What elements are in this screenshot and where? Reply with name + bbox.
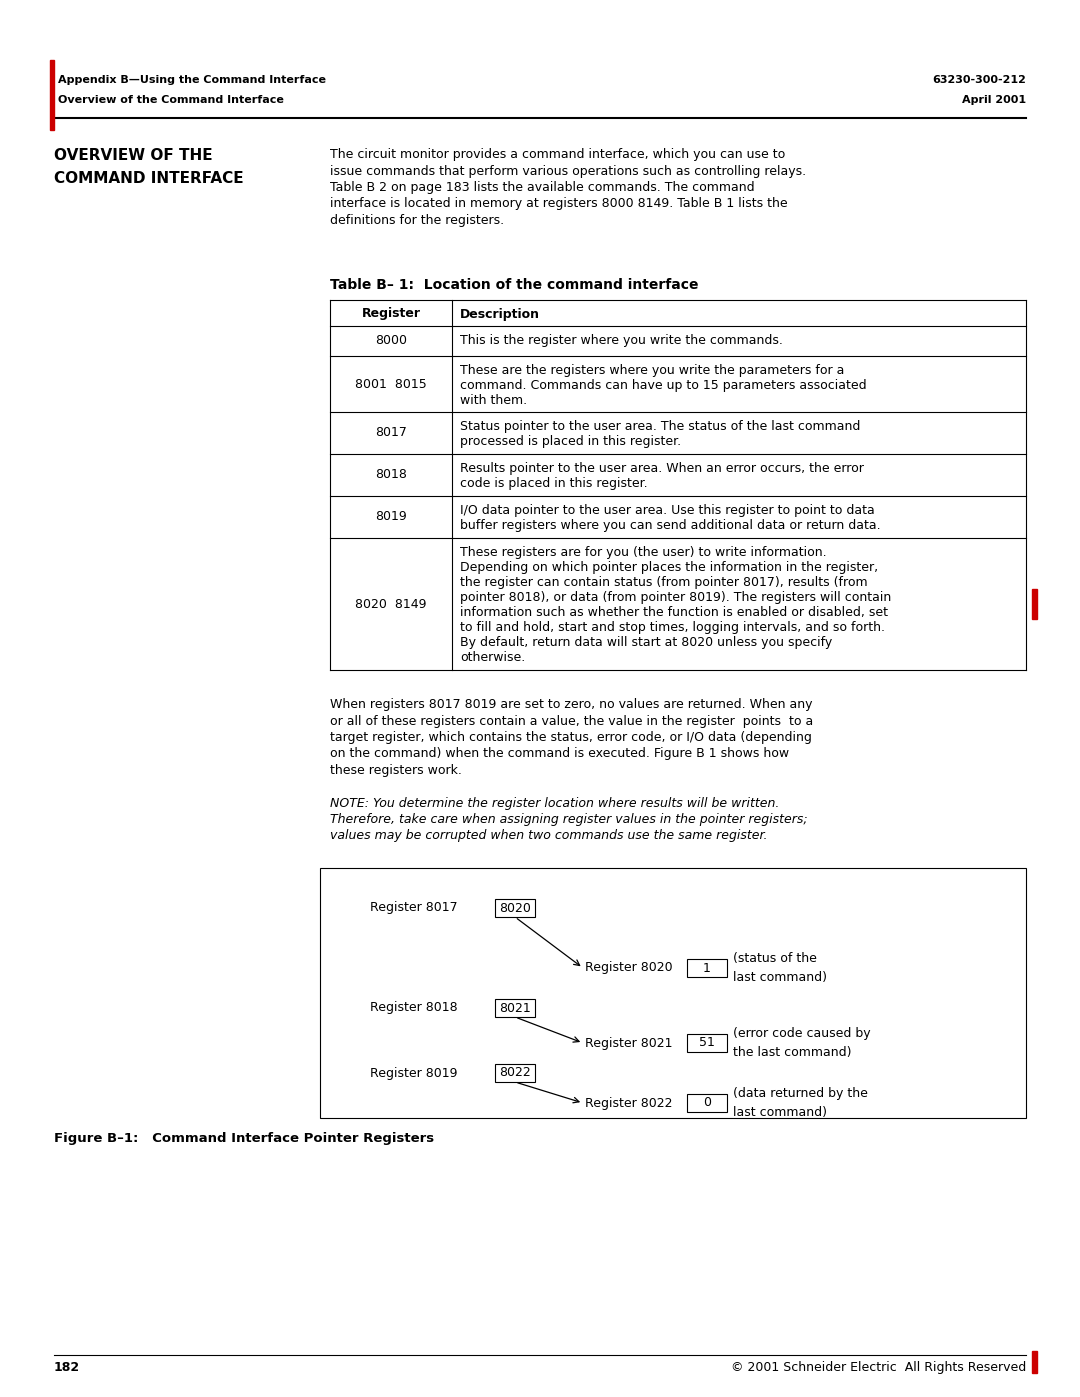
Text: information such as whether the function is enabled or disabled, set: information such as whether the function…: [460, 606, 888, 619]
Text: pointer 8018), or data (from pointer 8019). The registers will contain: pointer 8018), or data (from pointer 801…: [460, 591, 891, 604]
Text: or all of these registers contain a value, the value in the register  points  to: or all of these registers contain a valu…: [330, 714, 813, 728]
Bar: [495, 900, 535, 916]
Bar: [687, 1034, 727, 1052]
Bar: [1032, 590, 1037, 619]
Text: 8000: 8000: [375, 334, 407, 348]
Text: the last command): the last command): [733, 1046, 851, 1059]
Text: Register 8019: Register 8019: [370, 1066, 458, 1080]
Bar: [1032, 1351, 1037, 1373]
Text: Overview of the Command Interface: Overview of the Command Interface: [58, 95, 284, 105]
Text: 8022: 8022: [499, 1066, 531, 1080]
Text: Register: Register: [362, 306, 420, 320]
Text: © 2001 Schneider Electric  All Rights Reserved: © 2001 Schneider Electric All Rights Res…: [731, 1361, 1026, 1375]
Text: Status pointer to the user area. The status of the last command: Status pointer to the user area. The sta…: [460, 420, 860, 433]
Bar: [495, 999, 535, 1017]
Text: By default, return data will start at 8020 unless you specify: By default, return data will start at 80…: [460, 636, 832, 650]
Text: (error code caused by: (error code caused by: [733, 1027, 870, 1039]
Text: 8019: 8019: [375, 510, 407, 524]
Text: Therefore, take care when assigning register values in the pointer registers;: Therefore, take care when assigning regi…: [330, 813, 808, 826]
Text: code is placed in this register.: code is placed in this register.: [460, 476, 647, 490]
Text: The circuit monitor provides a command interface, which you can use to: The circuit monitor provides a command i…: [330, 148, 785, 161]
Text: interface is located in memory at registers 8000 8149. Table B 1 lists the: interface is located in memory at regist…: [330, 197, 787, 211]
Text: 8021: 8021: [499, 1002, 531, 1014]
Text: Register 8022: Register 8022: [585, 1097, 673, 1109]
Text: I/O data pointer to the user area. Use this register to point to data: I/O data pointer to the user area. Use t…: [460, 504, 875, 517]
Text: (status of the: (status of the: [733, 951, 816, 965]
Text: Table B– 1:  Location of the command interface: Table B– 1: Location of the command inte…: [330, 278, 699, 292]
Text: target register, which contains the status, error code, or I/O data (depending: target register, which contains the stat…: [330, 731, 812, 745]
Text: This is the register where you write the commands.: This is the register where you write the…: [460, 334, 783, 346]
Text: Figure B–1:   Command Interface Pointer Registers: Figure B–1: Command Interface Pointer Re…: [54, 1132, 434, 1146]
Text: issue commands that perform various operations such as controlling relays.: issue commands that perform various oper…: [330, 165, 806, 177]
Text: COMMAND INTERFACE: COMMAND INTERFACE: [54, 170, 244, 186]
Text: to fill and hold, start and stop times, logging intervals, and so forth.: to fill and hold, start and stop times, …: [460, 622, 885, 634]
Text: buffer registers where you can send additional data or return data.: buffer registers where you can send addi…: [460, 520, 880, 532]
Bar: [687, 958, 727, 977]
Text: Depending on which pointer places the information in the register,: Depending on which pointer places the in…: [460, 562, 878, 574]
Text: April 2001: April 2001: [962, 95, 1026, 105]
Text: Register 8018: Register 8018: [370, 1002, 458, 1014]
Text: the register can contain status (from pointer 8017), results (from: the register can contain status (from po…: [460, 576, 867, 590]
Text: Description: Description: [460, 307, 540, 321]
Text: 8001  8015: 8001 8015: [355, 377, 427, 391]
Bar: [687, 1094, 727, 1112]
Bar: [50, 60, 54, 130]
Bar: [320, 868, 1026, 1118]
Text: These are the registers where you write the parameters for a: These are the registers where you write …: [460, 365, 845, 377]
Text: 0: 0: [703, 1097, 711, 1109]
Text: 8017: 8017: [375, 426, 407, 440]
Text: 63230-300-212: 63230-300-212: [932, 75, 1026, 85]
Text: last command): last command): [733, 1106, 827, 1119]
Text: last command): last command): [733, 971, 827, 983]
Text: NOTE: You determine the register location where results will be written.: NOTE: You determine the register locatio…: [330, 796, 780, 809]
Text: Results pointer to the user area. When an error occurs, the error: Results pointer to the user area. When a…: [460, 462, 864, 475]
Text: (data returned by the: (data returned by the: [733, 1087, 868, 1099]
Text: OVERVIEW OF THE: OVERVIEW OF THE: [54, 148, 213, 163]
Text: values may be corrupted when two commands use the same register.: values may be corrupted when two command…: [330, 830, 768, 842]
Text: Register 8017: Register 8017: [370, 901, 458, 915]
Text: 182: 182: [54, 1361, 80, 1375]
Text: These registers are for you (the user) to write information.: These registers are for you (the user) t…: [460, 546, 826, 559]
Text: Table B 2 on page 183 lists the available commands. The command: Table B 2 on page 183 lists the availabl…: [330, 182, 755, 194]
Text: When registers 8017 8019 are set to zero, no values are returned. When any: When registers 8017 8019 are set to zero…: [330, 698, 812, 711]
Text: processed is placed in this register.: processed is placed in this register.: [460, 434, 680, 448]
Text: 8020: 8020: [499, 901, 531, 915]
Text: Appendix B—Using the Command Interface: Appendix B—Using the Command Interface: [58, 75, 326, 85]
Text: on the command) when the command is executed. Figure B 1 shows how: on the command) when the command is exec…: [330, 747, 789, 760]
Text: definitions for the registers.: definitions for the registers.: [330, 214, 504, 226]
Text: command. Commands can have up to 15 parameters associated: command. Commands can have up to 15 para…: [460, 379, 866, 393]
Text: with them.: with them.: [460, 394, 527, 407]
Text: these registers work.: these registers work.: [330, 764, 462, 777]
Text: 8020  8149: 8020 8149: [355, 598, 427, 610]
Text: Register 8020: Register 8020: [585, 961, 673, 975]
Text: 1: 1: [703, 961, 711, 975]
Text: otherwise.: otherwise.: [460, 651, 525, 664]
Text: 51: 51: [699, 1037, 715, 1049]
Bar: [495, 1065, 535, 1083]
Text: 8018: 8018: [375, 468, 407, 482]
Text: Register 8021: Register 8021: [585, 1037, 673, 1049]
